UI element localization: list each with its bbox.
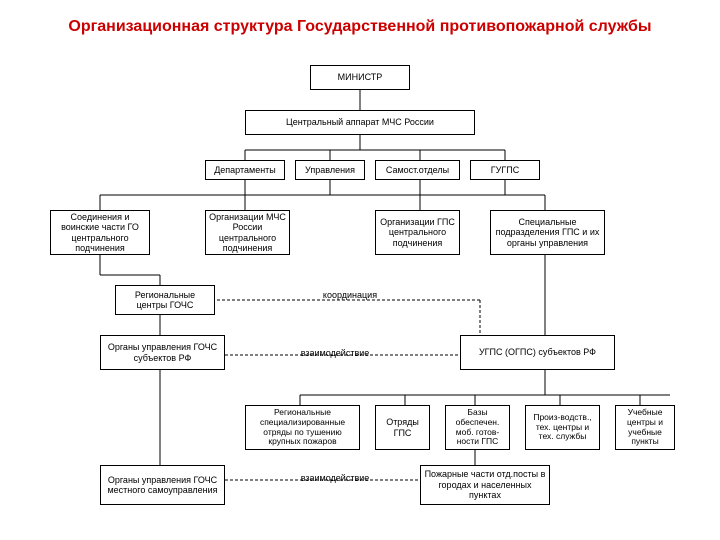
label-koord: координация xyxy=(300,290,400,300)
node-regspec: Региональные специализированные отряды п… xyxy=(245,405,360,450)
node-dept: Департаменты xyxy=(205,160,285,180)
node-ucheb: Учебные центры и учебные пункты xyxy=(615,405,675,450)
node-orgmest: Органы управления ГОЧС местного самоупра… xyxy=(100,465,225,505)
node-bazy: Базы обеспечен. моб. готов-ности ГПС xyxy=(445,405,510,450)
node-minister: МИНИСТР xyxy=(310,65,410,90)
node-proizv: Произ-водств., тех. центры и тех. службы xyxy=(525,405,600,450)
node-ugps: УГПС (ОГПС) субъектов РФ xyxy=(460,335,615,370)
label-vzaim2: взаимодействие xyxy=(285,473,385,483)
node-upr: Управления xyxy=(295,160,365,180)
node-otryad: Отряды ГПС xyxy=(375,405,430,450)
node-gugps: ГУГПС xyxy=(470,160,540,180)
node-orggps: Организации ГПС центрального подчинения xyxy=(375,210,460,255)
node-regc: Региональные центры ГОЧС xyxy=(115,285,215,315)
node-samost: Самост.отделы xyxy=(375,160,460,180)
node-orgmchs: Организации МЧС России центрального подч… xyxy=(205,210,290,255)
node-pozhar: Пожарные части отд.посты в городах и нас… xyxy=(420,465,550,505)
node-orgsub: Органы управления ГОЧС субъектов РФ xyxy=(100,335,225,370)
node-spec: Специальные подразделения ГПС и их орган… xyxy=(490,210,605,255)
node-central: Центральный аппарат МЧС России xyxy=(245,110,475,135)
node-soed: Соединения и воинские части ГО центральн… xyxy=(50,210,150,255)
label-vzaim1: взаимодействие xyxy=(285,348,385,358)
